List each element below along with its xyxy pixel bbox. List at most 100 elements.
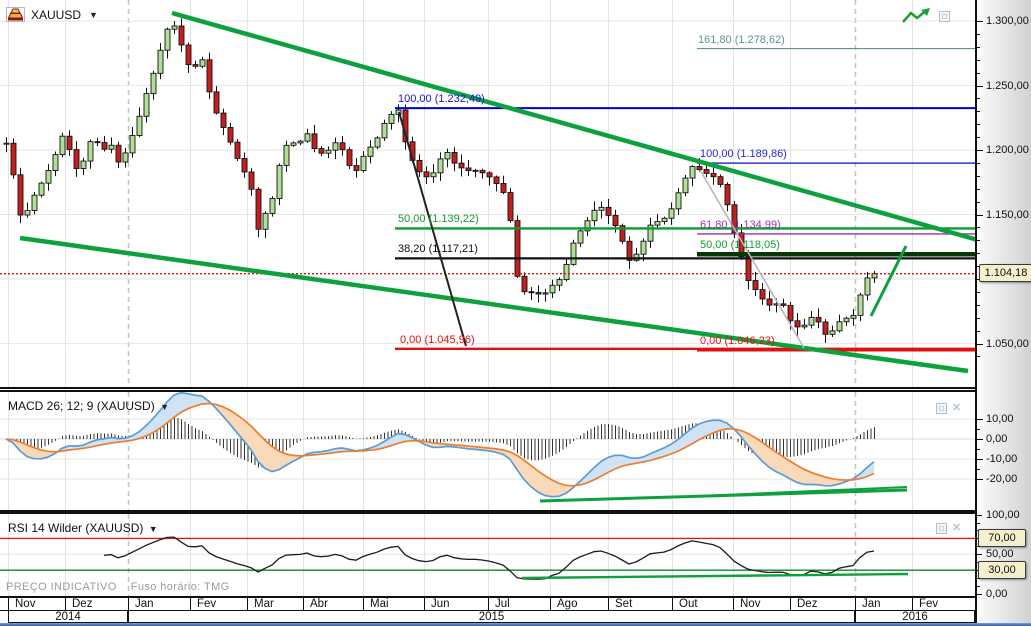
month-label: Jul: [488, 598, 550, 610]
axis-tick: [977, 291, 980, 293]
axis-tick: [977, 279, 980, 281]
fib-level-label: 100,00 (1.232,49): [398, 93, 485, 106]
fib-level-label: 161,80 (1.278,62): [698, 33, 785, 46]
axis-tick: [977, 253, 980, 255]
axis-tick: [977, 150, 980, 152]
macd-label: MACD 26; 12; 9 (XAUUSD): [8, 399, 155, 413]
rsi-chart[interactable]: [0, 514, 975, 596]
axis-tick: [977, 201, 980, 203]
axis-tick: [977, 522, 980, 524]
axis-tick: [977, 586, 980, 588]
macd-header[interactable]: MACD 26; 12; 9 (XAUUSD) ▼: [8, 399, 169, 413]
axis-label: 1.250,00: [986, 79, 1029, 92]
year-axis[interactable]: 2014 2015 2016: [0, 611, 975, 623]
axis-tick: [977, 459, 983, 460]
axis-tick: [977, 162, 980, 164]
axis-tick: [977, 85, 983, 87]
rsi-panel-controls: ✕: [936, 523, 961, 534]
axis-tick: [977, 188, 980, 190]
restore-icon[interactable]: [936, 403, 947, 414]
month-label: Out: [672, 598, 733, 610]
axis-label: 1.150,00: [986, 208, 1029, 221]
axis-tick: [977, 554, 980, 556]
macd-chart[interactable]: [0, 392, 975, 510]
axis-tick: [977, 469, 980, 470]
axis-tick: [977, 419, 983, 420]
axis-tick: [977, 479, 980, 480]
fib-level-label: 0,00 (1.046,23): [700, 335, 775, 348]
rsi-label: RSI 14 Wilder (XAUUSD): [8, 521, 144, 535]
axis-tick: [977, 439, 980, 440]
axis-tick: [977, 85, 980, 87]
timezone-text: Fuso horário: TMG: [130, 581, 230, 593]
axis-label: 1.300,00: [986, 15, 1029, 27]
axis-tick: [977, 214, 980, 216]
month-label: Dez: [65, 598, 128, 610]
axis-label: 1.200,00: [986, 144, 1029, 157]
window-bottom-edge: [0, 623, 1031, 626]
time-axis[interactable]: Nov Dez Jan Fev Mar Abr Mai Jun Jul Ago Set Out Nov D…: [0, 596, 975, 611]
rsi-panel[interactable]: [0, 514, 975, 596]
month-label: Fev: [912, 598, 975, 610]
close-icon[interactable]: ✕: [952, 402, 962, 414]
panel-divider[interactable]: [0, 510, 975, 514]
axis-tick: [977, 330, 980, 332]
maximize-icon[interactable]: [939, 10, 950, 22]
axis-label: 10,00: [986, 413, 1014, 425]
month-label: Ago: [550, 598, 608, 610]
axis-label: 0,00: [986, 588, 1008, 600]
axis-tick: [977, 72, 980, 74]
axis-tick: [977, 175, 980, 177]
fib-level-label: 38,20 (1.117,21): [398, 243, 478, 256]
restore-icon[interactable]: [936, 523, 947, 534]
fib-level-label: 50,00 (1.118,05): [700, 239, 780, 252]
fib-level-label: 61,80 (1.134,99): [700, 218, 781, 231]
symbol-selector[interactable]: XAUUSD ▼: [6, 7, 98, 22]
month-label: Mar: [247, 598, 303, 610]
macd-panel[interactable]: [0, 392, 975, 510]
close-icon[interactable]: ✕: [952, 522, 962, 534]
month-label: Jan: [855, 598, 912, 610]
axis-tick: [977, 266, 980, 268]
axis-label: 100,00: [986, 508, 1020, 521]
axis-tick: [977, 514, 980, 516]
axis-tick: [977, 479, 983, 480]
chevron-down-icon: ▼: [89, 9, 98, 20]
axis-tick: [977, 304, 980, 306]
month-label: Abr: [303, 598, 363, 610]
axis-tick: [977, 343, 980, 345]
trendline-tool-icon[interactable]: [900, 6, 934, 26]
axis-tick: [977, 240, 980, 242]
month-stub: [0, 598, 8, 610]
price-axis[interactable]: 1.104,18 1.300,00 1.250,00 1.200,00 1.150,0…: [975, 0, 1031, 626]
fib-level-label: 100,00 (1.189,86): [700, 148, 787, 161]
axis-tick: [977, 124, 980, 126]
notice-text: PREÇO INDICATIVO: [6, 581, 117, 593]
month-label: Nov: [733, 598, 790, 610]
axis-tick: [977, 449, 980, 450]
month-label: Dez: [790, 598, 855, 610]
axis-label: -10,00: [986, 453, 1018, 465]
chevron-down-icon: ▼: [160, 402, 169, 412]
axis-tick: [977, 150, 983, 152]
month-label: Jun: [424, 598, 488, 610]
month-label: Nov: [8, 598, 65, 610]
indicative-price-notice: PREÇO INDICATIVO Fuso horário: TMG: [6, 581, 244, 593]
rsi-header[interactable]: RSI 14 Wilder (XAUUSD) ▼: [8, 521, 158, 535]
fib-level-label: 50,00 (1.139,22): [398, 213, 479, 226]
year-label: 2016: [855, 611, 975, 623]
axis-tick: [977, 21, 983, 22]
axis-label: -20,00: [986, 473, 1018, 485]
axis-tick: [977, 33, 980, 35]
axis-tick: [977, 459, 980, 460]
axis-tick: [977, 429, 980, 430]
year-label: 2015: [128, 611, 855, 623]
price-chart-panel[interactable]: 161,80 (1.278,62) 100,00 (1.232,49) 100,00…: [0, 0, 975, 387]
axis-tick: [977, 439, 983, 440]
axis-tick: [977, 227, 980, 229]
candlestick-chart[interactable]: [0, 0, 975, 387]
panel-divider[interactable]: [0, 387, 975, 392]
axis-label: 1.050,00: [986, 337, 1029, 350]
axis-tick: [977, 356, 980, 358]
axis-tick: [977, 317, 980, 319]
